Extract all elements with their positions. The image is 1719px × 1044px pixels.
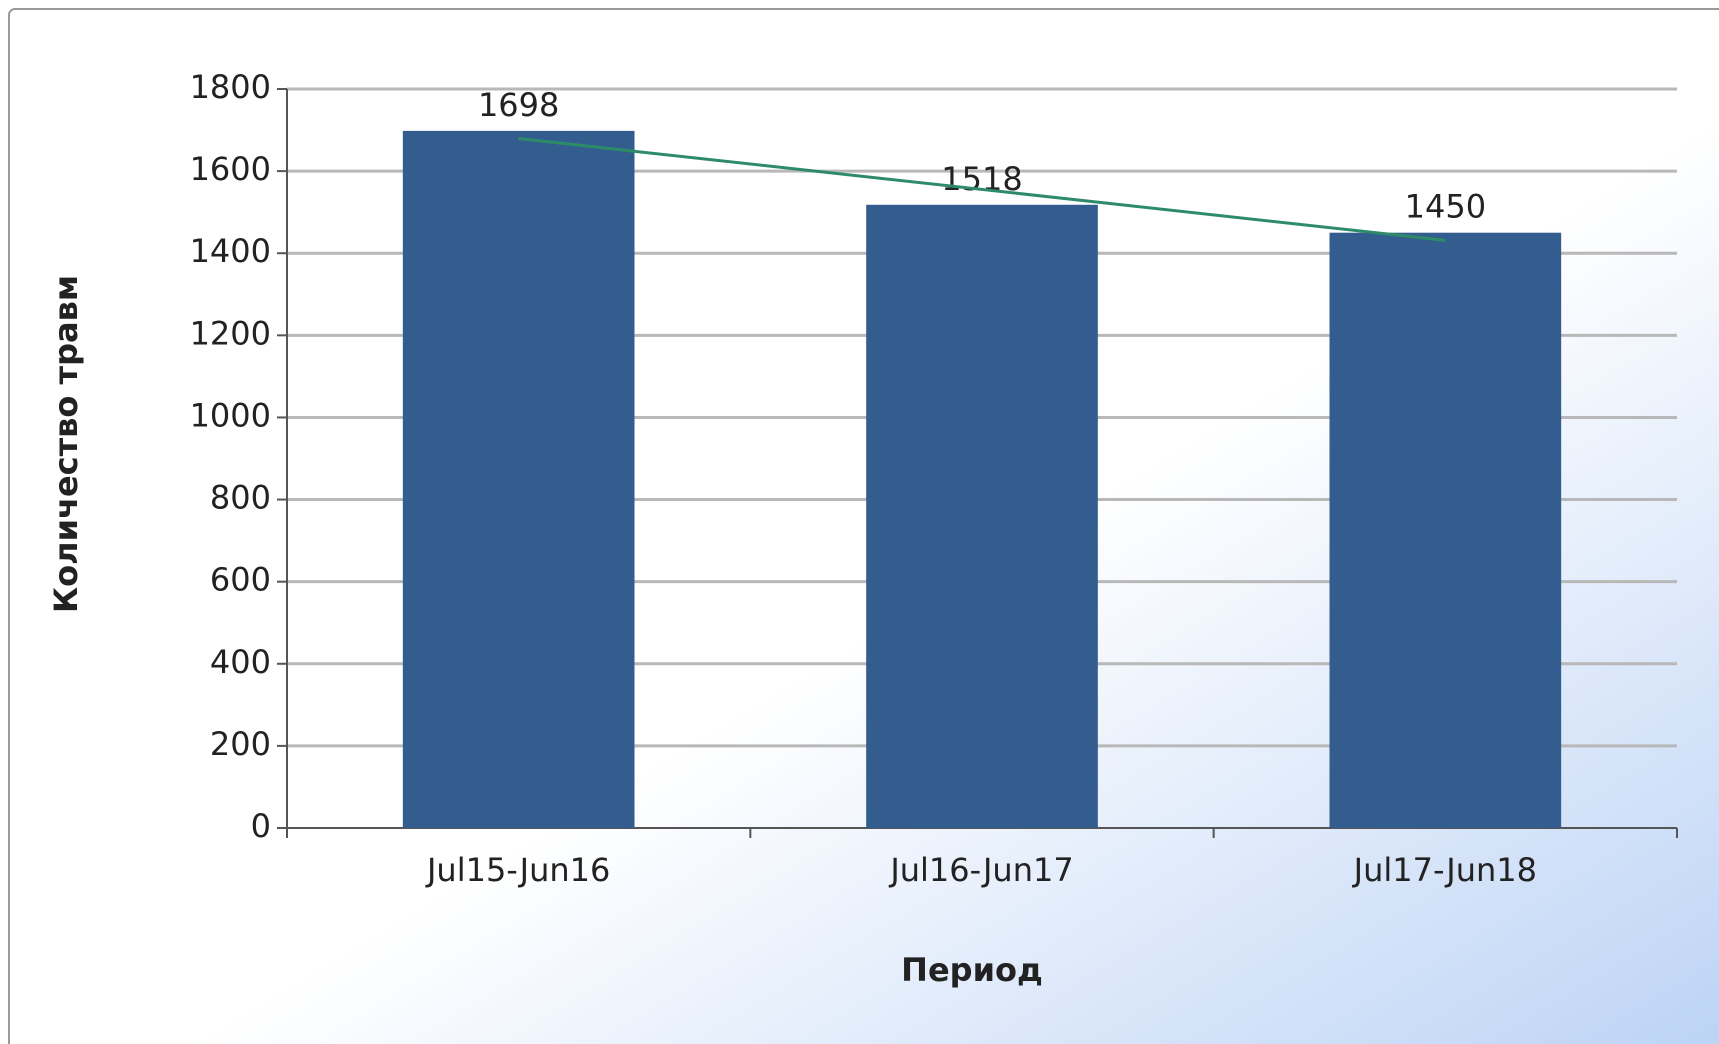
- x-tick-label: Jul16-Jun17: [888, 851, 1073, 889]
- y-tick-label: 1600: [190, 150, 271, 188]
- y-tick-label: 1000: [190, 396, 271, 434]
- y-tick-label: 200: [210, 725, 271, 763]
- y-tick-label: 400: [210, 643, 271, 681]
- y-tick-label: 1800: [190, 68, 271, 106]
- x-axis-label: Период: [901, 951, 1043, 989]
- data-label: 1698: [478, 86, 559, 124]
- bar: [866, 204, 1098, 828]
- y-tick-label: 600: [210, 561, 271, 599]
- x-tick-label: Jul17-Jun18: [1352, 851, 1537, 889]
- y-axis-label: Количество травм: [47, 275, 85, 613]
- trendline: [518, 137, 1446, 242]
- x-tick-label: Jul15-Jun16: [425, 851, 610, 889]
- y-tick-label: 800: [210, 479, 271, 517]
- data-label: 1450: [1405, 188, 1486, 226]
- y-tick-label: 1200: [190, 314, 271, 352]
- y-tick-label: 0: [251, 807, 271, 845]
- y-tick-label: 1400: [190, 232, 271, 270]
- bar: [402, 130, 635, 829]
- bar: [1329, 232, 1562, 828]
